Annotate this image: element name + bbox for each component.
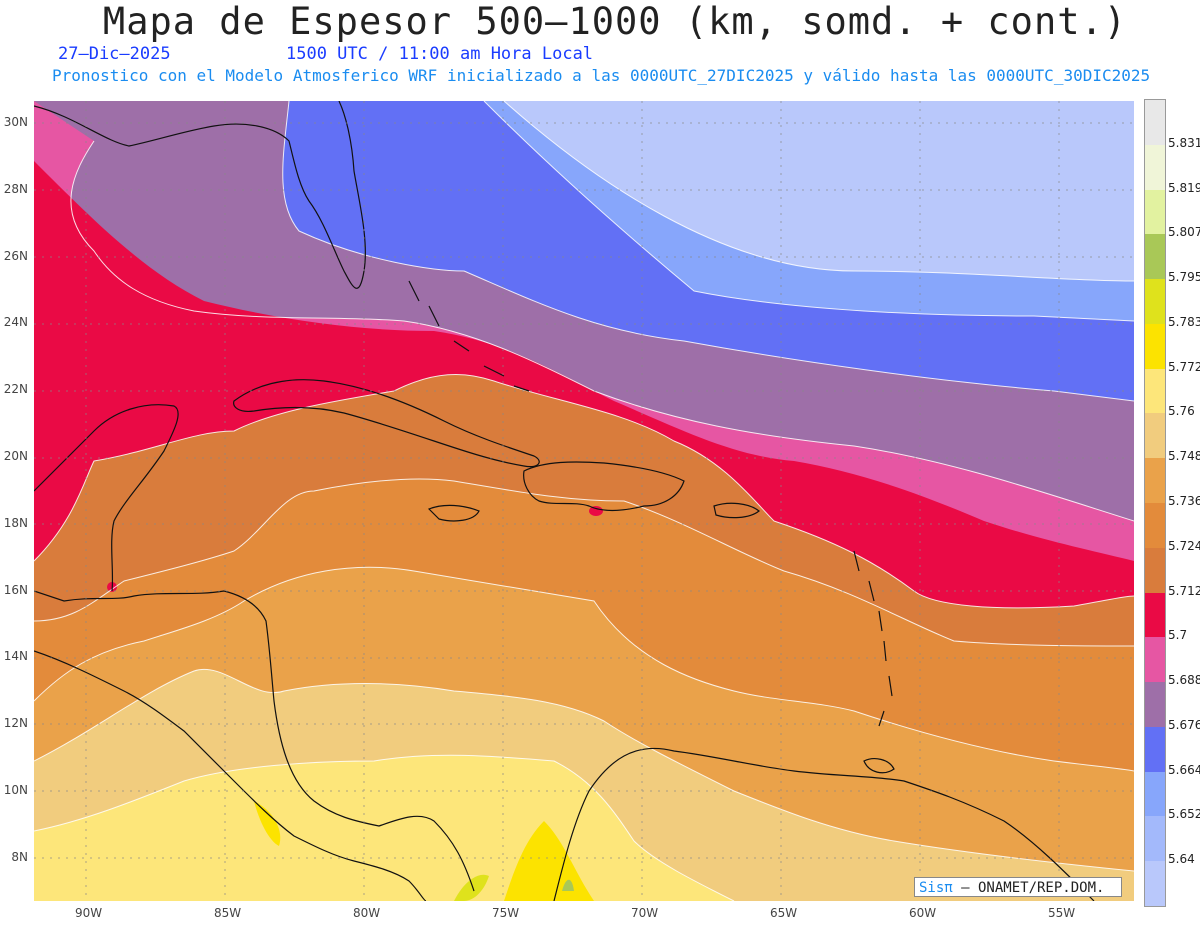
forecast-date: 27–Dic–2025 [58, 44, 171, 64]
thickness-map[interactable] [34, 101, 1134, 901]
lon-label: 70W [631, 906, 659, 920]
colorbar-label: 5.676 [1168, 717, 1200, 732]
colorbar-label: 5.736 [1168, 494, 1200, 508]
colorbar-label: 5.807 [1168, 225, 1200, 240]
colorbar-label: 5.724 [1168, 538, 1200, 553]
lat-label: 12N [3, 716, 28, 731]
colorbar [1144, 99, 1166, 907]
colorbar-swatch [1145, 368, 1165, 414]
colorbar-swatch [1145, 503, 1165, 548]
colorbar-label: 5.664 [1168, 762, 1200, 777]
colorbar-swatch [1145, 144, 1165, 190]
hispaniola-closure [589, 506, 603, 516]
lat-label: 26N [3, 248, 28, 263]
lon-label: 90W [75, 906, 103, 920]
band-5772-costa-rica [254, 801, 281, 846]
forecast-time: 1500 UTC / 11:00 am Hora Local [286, 44, 594, 64]
band-5772 [504, 821, 594, 901]
contour-lines [34, 101, 1134, 901]
lat-label: 8N [11, 849, 28, 864]
lat-label: 28N [3, 181, 28, 196]
credit-box: Sisπ – ONAMET/REP.DOM. [914, 877, 1122, 897]
colorbar-swatch [1145, 592, 1165, 638]
colorbar-swatch [1145, 637, 1165, 683]
colorbar-swatch [1145, 547, 1165, 593]
colorbar-swatch [1145, 279, 1165, 324]
colorbar-swatch [1145, 816, 1165, 862]
colorbar-label: 5.712 [1168, 583, 1200, 598]
credit-text: – ONAMET/REP.DOM. [952, 880, 1105, 896]
colorbar-label: 5.819 [1168, 180, 1200, 195]
graticule [34, 101, 1134, 901]
colorbar-swatch [1145, 100, 1165, 145]
colorbar-swatch [1145, 189, 1165, 235]
lat-label: 16N [3, 582, 28, 597]
colorbar-label: 5.688 [1168, 673, 1200, 688]
coastlines [34, 101, 1095, 901]
colorbar-label: 5.748 [1168, 449, 1200, 464]
colorbar-label: 5.76 [1168, 404, 1195, 419]
lat-label: 10N [3, 783, 28, 797]
forecast-subtitle: Pronostico con el Modelo Atmosferico WRF… [52, 66, 1151, 85]
colorbar-swatch [1145, 234, 1165, 280]
colorbar-swatch [1145, 771, 1165, 817]
colorbar-swatch [1145, 726, 1165, 772]
lat-label: 20N [3, 449, 28, 463]
map-title: Mapa de Espesor 500–1000 (km, somd. + co… [102, 0, 1128, 43]
lat-label: 18N [3, 515, 28, 530]
lat-label: 14N [3, 649, 28, 664]
colorbar-label: 5.652 [1168, 807, 1200, 822]
colorbar-label: 5.64 [1168, 852, 1195, 867]
band-5795 [562, 879, 574, 891]
colorbar-label: 5.783 [1168, 314, 1200, 329]
colorbar-swatch [1145, 323, 1165, 369]
lon-label: 85W [214, 906, 242, 920]
lon-label: 75W [492, 906, 520, 920]
lat-label: 30N [3, 115, 28, 129]
lon-label: 60W [909, 906, 937, 920]
colorbar-swatch [1145, 682, 1165, 727]
colorbar-swatch [1145, 861, 1165, 906]
colorbar-label: 5.831 [1168, 135, 1200, 150]
colorbar-label: 5.772 [1168, 359, 1200, 374]
lon-label: 55W [1048, 906, 1076, 920]
lon-label: 65W [770, 906, 798, 920]
thickness-field [34, 101, 1134, 901]
colorbar-label: 5.7 [1168, 628, 1188, 643]
colorbar-swatch [1145, 413, 1165, 459]
lon-label: 80W [353, 906, 381, 920]
colorbar-swatch [1145, 458, 1165, 503]
lat-label: 22N [3, 382, 28, 397]
band-5783 [454, 874, 489, 901]
sispi-logo: Sisπ [919, 880, 953, 896]
colorbar-label: 5.795 [1168, 270, 1200, 285]
lat-label: 24N [3, 315, 28, 330]
